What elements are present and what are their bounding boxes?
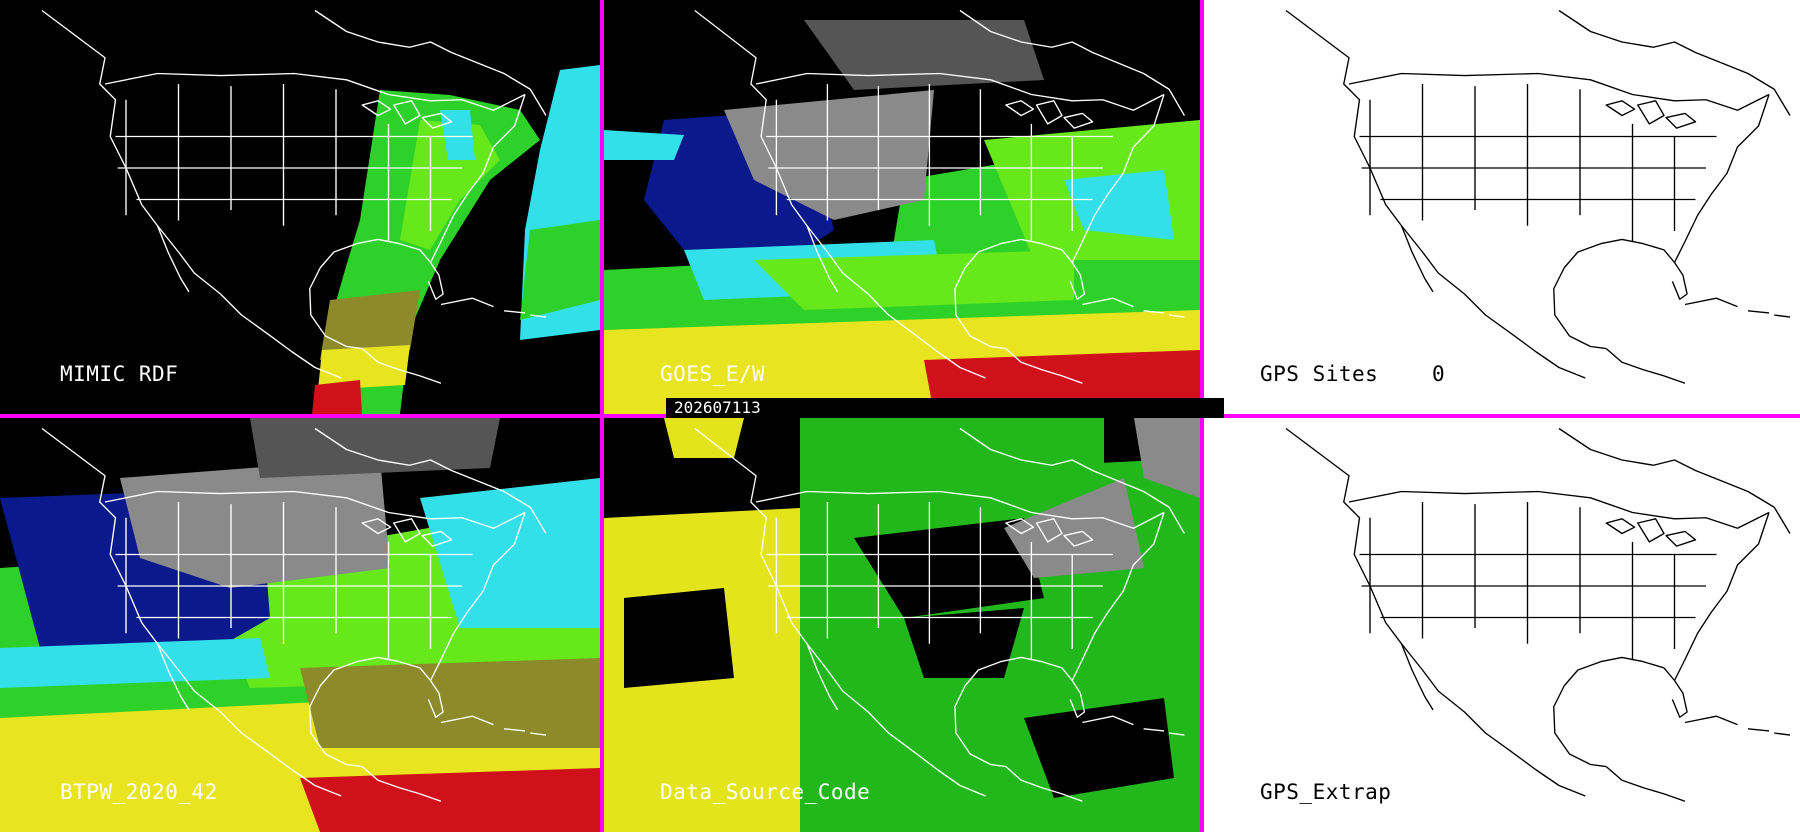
panel-label-data-source-code: Data_Source_Code	[660, 780, 871, 804]
gps-sites-map	[1285, 9, 1791, 384]
btpw-map	[0, 418, 600, 832]
goes-ew-map	[604, 9, 1200, 414]
panel-label-btpw: BTPW_2020_42	[60, 780, 218, 804]
panel-gps-extrap: GPS_Extrap	[1204, 418, 1800, 832]
panel-label-mimic-rdf: MIMIC RDF	[60, 362, 179, 386]
panel-gps-sites: GPS Sites 0	[1204, 0, 1800, 414]
panel-label-goes-ew: GOES_E/W	[660, 362, 766, 386]
timestamp: 202607113	[666, 398, 1224, 418]
panel-label-gps-sites: GPS Sites	[1260, 362, 1379, 386]
panel-label-gps-extrap: GPS_Extrap	[1260, 780, 1392, 804]
panel-btpw: BTPW_2020_42	[0, 418, 600, 832]
gps-extrap-map	[1285, 427, 1791, 802]
panel-goes-ew: GOES_E/W	[604, 0, 1200, 414]
gps-sites-count: 0	[1432, 362, 1446, 386]
mimic-rdf-map	[41, 9, 600, 414]
panel-data-source-code: Data_Source_Code	[604, 418, 1200, 832]
panel-mimic-rdf: MIMIC RDF	[0, 0, 600, 414]
divider-vertical-left	[600, 0, 604, 832]
data-source-code-map	[604, 418, 1200, 832]
